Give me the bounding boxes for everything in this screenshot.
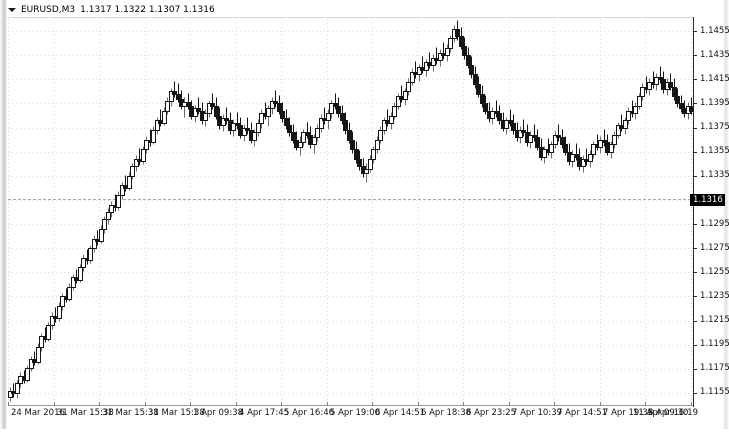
time-axis-label: 31 Mar 15:38 bbox=[57, 408, 114, 418]
current-price-tag: 1.1316 bbox=[690, 193, 725, 206]
price-axis-label: 1.1455 bbox=[700, 25, 729, 36]
time-axis-tick bbox=[600, 402, 601, 406]
time-axis-tick bbox=[509, 402, 510, 406]
price-axis-label: 1.1195 bbox=[700, 339, 729, 350]
price-axis-tick bbox=[693, 321, 697, 322]
price-axis-tick bbox=[693, 345, 697, 346]
price-axis-label: 1.1435 bbox=[700, 49, 729, 60]
price-axis-tick bbox=[693, 55, 697, 56]
time-axis-tick bbox=[327, 402, 328, 406]
time-axis-tick bbox=[8, 402, 9, 406]
price-axis-tick bbox=[693, 31, 697, 32]
time-axis-tick bbox=[145, 402, 146, 406]
price-axis-tick bbox=[693, 79, 697, 80]
price-axis-label: 1.1375 bbox=[700, 122, 729, 133]
chevron-down-icon[interactable] bbox=[7, 5, 16, 14]
price-axis-label: 1.1255 bbox=[700, 266, 729, 277]
price-axis-tick bbox=[693, 176, 697, 177]
price-axis-tick bbox=[693, 272, 697, 273]
window-frame-right bbox=[723, 0, 729, 433]
time-axis[interactable]: 24 Mar 2016 31 Mar 15:38 31 Mar 15:38 31 Ma… bbox=[0, 402, 729, 428]
time-axis-label: 6 Apr 14:51 bbox=[375, 408, 426, 418]
price-axis-tick bbox=[693, 224, 697, 225]
price-axis-label: 1.1155 bbox=[700, 387, 729, 398]
time-axis-label: 6 Apr 18:38 bbox=[421, 408, 472, 418]
time-axis-tick bbox=[99, 402, 100, 406]
time-axis-tick bbox=[463, 402, 464, 406]
candles bbox=[8, 20, 693, 402]
time-axis-label: 1 Apr 09:38 bbox=[193, 408, 244, 418]
time-axis-tick bbox=[554, 402, 555, 406]
price-axis-tick bbox=[693, 369, 697, 370]
chart-ohlc-quotes: 1.1317 1.1322 1.1307 1.1316 bbox=[80, 4, 215, 15]
time-axis-label: 7 Apr 10:39 bbox=[512, 408, 563, 418]
price-axis-tick bbox=[693, 248, 697, 249]
header-separator bbox=[7, 17, 693, 18]
time-axis-label: 5 Apr 19:00 bbox=[330, 408, 381, 418]
time-axis-label: 11 Apr 09:30 bbox=[633, 408, 689, 418]
window-frame-top bbox=[0, 0, 729, 4]
price-axis-label: 1.1235 bbox=[700, 290, 729, 301]
time-axis-label: 5 Apr 16:46 bbox=[284, 408, 335, 418]
price-axis-tick bbox=[693, 128, 697, 129]
chart-header: EURUSD,M3 1.1317 1.1322 1.1307 1.1316 bbox=[7, 3, 707, 16]
price-axis-tick bbox=[693, 393, 697, 394]
time-axis-tick bbox=[190, 402, 191, 406]
time-axis-label: 8 Apr 16:19 bbox=[648, 408, 699, 418]
time-axis-tick bbox=[691, 402, 692, 406]
time-axis-tick bbox=[418, 402, 419, 406]
time-axis-label: 6 Apr 23:25 bbox=[466, 408, 517, 418]
price-axis-label: 1.1295 bbox=[700, 218, 729, 229]
time-axis-label: 4 Apr 17:45 bbox=[239, 408, 290, 418]
time-axis-tick bbox=[236, 402, 237, 406]
price-axis-line bbox=[693, 17, 694, 407]
time-axis-label: 31 Mar 15:38 bbox=[102, 408, 159, 418]
price-axis-label: 1.1215 bbox=[700, 315, 729, 326]
time-axis-label: 7 Apr 19:35 bbox=[603, 408, 654, 418]
window-frame-bottom bbox=[0, 429, 729, 433]
price-axis-label: 1.1175 bbox=[700, 363, 729, 374]
time-axis-label: 7 Apr 14:51 bbox=[557, 408, 608, 418]
window-frame-left bbox=[0, 0, 7, 433]
price-axis-tick bbox=[693, 103, 697, 104]
price-axis-label: 1.1275 bbox=[700, 242, 729, 253]
time-axis-tick bbox=[281, 402, 282, 406]
price-axis-label: 1.1355 bbox=[700, 146, 729, 157]
time-axis-line bbox=[8, 405, 693, 406]
price-axis-label: 1.1335 bbox=[700, 170, 729, 181]
price-axis-tick bbox=[693, 152, 697, 153]
candlestick-plot-area[interactable] bbox=[8, 19, 693, 405]
time-axis-label: 31 Mar 15:38 bbox=[148, 408, 205, 418]
grid-lines bbox=[8, 19, 693, 405]
time-axis-tick bbox=[54, 402, 55, 406]
candlestick-series bbox=[8, 19, 693, 405]
price-axis[interactable]: 1.1455 1.1435 1.1415 1.1395 1.1375 1.1355 1.13… bbox=[690, 17, 729, 407]
time-axis-tick bbox=[645, 402, 646, 406]
price-axis-tick bbox=[693, 296, 697, 297]
time-axis-label: 24 Mar 2016 bbox=[11, 408, 65, 418]
price-axis-label: 1.1415 bbox=[700, 73, 729, 84]
price-axis-label: 1.1395 bbox=[700, 97, 729, 108]
chart-symbol-label: EURUSD,M3 bbox=[21, 4, 76, 15]
time-axis-tick bbox=[372, 402, 373, 406]
